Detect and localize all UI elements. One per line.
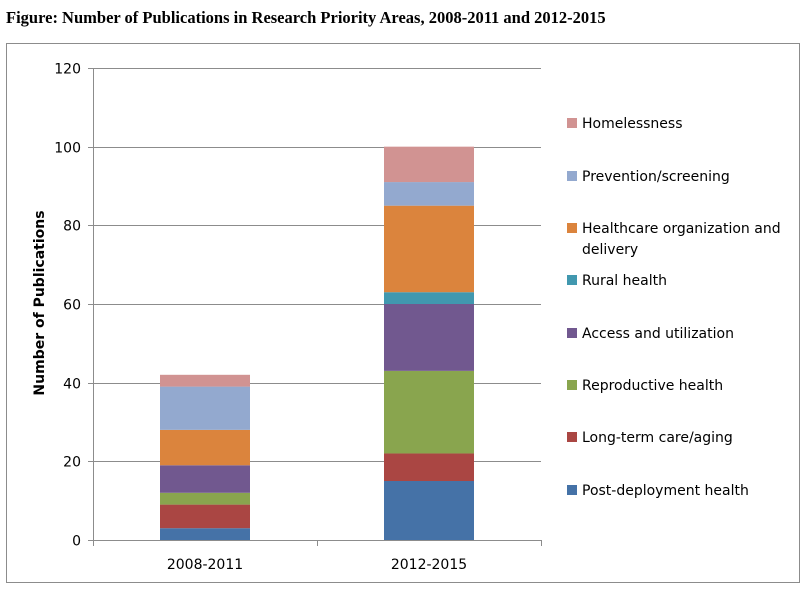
y-tick-label: 80 bbox=[63, 219, 81, 235]
y-tick-label: 100 bbox=[54, 141, 81, 157]
legend-swatch bbox=[567, 432, 577, 442]
legend-swatch bbox=[567, 485, 577, 495]
y-tick-label: 0 bbox=[72, 534, 81, 550]
legend-label: Long-term care/aging bbox=[582, 430, 733, 446]
bar-segment bbox=[160, 528, 250, 540]
y-tick-label: 60 bbox=[63, 298, 81, 314]
axes bbox=[88, 68, 542, 546]
bars bbox=[160, 146, 474, 540]
legend-label: Reproductive health bbox=[582, 378, 723, 394]
legend-label: Access and utilization bbox=[582, 326, 734, 342]
y-tick-label: 40 bbox=[63, 377, 81, 393]
legend-label: Prevention/screening bbox=[582, 169, 730, 185]
bar-segment bbox=[384, 453, 474, 481]
legend-swatch bbox=[567, 223, 577, 233]
legend-swatch bbox=[567, 118, 577, 128]
legend-swatch bbox=[567, 380, 577, 390]
bar-segment bbox=[160, 492, 250, 505]
y-axis-label: Number of Publications bbox=[32, 210, 48, 395]
bar-segment bbox=[160, 374, 250, 387]
legend-swatch bbox=[567, 171, 577, 181]
legend-label: Rural health bbox=[582, 273, 667, 289]
bar-segment bbox=[384, 292, 474, 304]
x-tick-label: 2012-2015 bbox=[391, 557, 467, 573]
legend-label: Healthcare organization and bbox=[582, 221, 781, 237]
bar-segment bbox=[384, 205, 474, 293]
bar-segment bbox=[160, 465, 250, 493]
y-tick-label: 120 bbox=[54, 62, 81, 78]
legend-swatch bbox=[567, 328, 577, 338]
legend-swatch bbox=[567, 275, 577, 285]
legend-label: delivery bbox=[582, 242, 638, 258]
y-tick-label: 20 bbox=[63, 455, 81, 471]
x-tick-label: 2008-2011 bbox=[167, 557, 243, 573]
bar-segment bbox=[384, 304, 474, 371]
legend: Homelessness Prevention/screening Healthca… bbox=[567, 116, 781, 499]
bar-segment bbox=[384, 146, 474, 183]
tick-labels: 0 20 40 60 80 100 120 2008-2011 2012-2015 bbox=[54, 62, 467, 574]
legend-label: Post-deployment health bbox=[582, 483, 749, 499]
bar-segment bbox=[160, 504, 250, 529]
bar-segment bbox=[160, 429, 250, 466]
legend-label: Homelessness bbox=[582, 116, 683, 132]
bar-segment bbox=[160, 386, 250, 430]
bar-segment bbox=[384, 182, 474, 206]
figure-title: Figure: Number of Publications in Resear… bbox=[6, 8, 606, 27]
bar-segment bbox=[384, 370, 474, 454]
bar-segment bbox=[384, 481, 474, 540]
